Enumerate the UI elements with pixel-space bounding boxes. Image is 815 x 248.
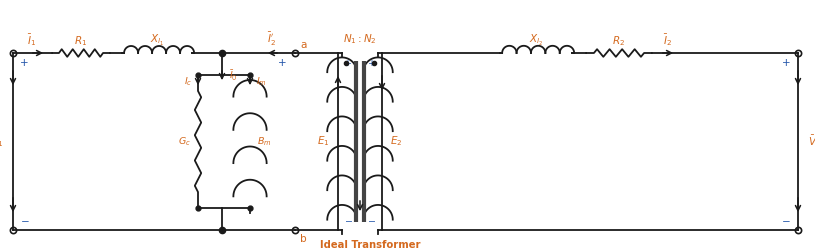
- Text: $X_{l_1}$: $X_{l_1}$: [150, 33, 164, 48]
- Text: $\bar{V}_1$: $\bar{V}_1$: [0, 133, 3, 150]
- Text: $G_c$: $G_c$: [178, 135, 191, 148]
- Text: Ideal Transformer: Ideal Transformer: [319, 240, 421, 248]
- Text: +: +: [782, 58, 791, 68]
- Text: $E_2$: $E_2$: [390, 135, 403, 148]
- Text: a: a: [300, 40, 306, 50]
- Text: +: +: [344, 59, 352, 67]
- Text: $E_1$: $E_1$: [318, 135, 330, 148]
- Text: $R_2$: $R_2$: [613, 34, 626, 48]
- Text: b: b: [300, 234, 306, 244]
- Text: +: +: [279, 58, 287, 68]
- Text: $-$: $-$: [344, 216, 353, 224]
- Text: $\bar{V}_2$: $\bar{V}_2$: [808, 133, 815, 150]
- Text: $-$: $-$: [367, 216, 376, 224]
- Text: $\bar{I}_2'$: $\bar{I}_2'$: [267, 31, 276, 48]
- Text: $\bar{I}_2$: $\bar{I}_2$: [663, 32, 672, 48]
- Text: $N_1 : N_2$: $N_1 : N_2$: [343, 32, 377, 46]
- Text: $I_m$: $I_m$: [256, 76, 267, 88]
- Text: $R_1$: $R_1$: [74, 34, 87, 48]
- Text: $I_c$: $I_c$: [183, 76, 192, 88]
- Text: $-$: $-$: [20, 215, 29, 225]
- Text: $\bar{I}_0$: $\bar{I}_0$: [229, 69, 238, 83]
- Text: $-$: $-$: [782, 215, 791, 225]
- Text: $B_m$: $B_m$: [257, 135, 271, 148]
- Text: $\bar{I}_1$: $\bar{I}_1$: [28, 32, 37, 48]
- Text: +: +: [368, 59, 376, 67]
- Text: +: +: [20, 58, 29, 68]
- Text: $X_{l_2}$: $X_{l_2}$: [529, 33, 543, 48]
